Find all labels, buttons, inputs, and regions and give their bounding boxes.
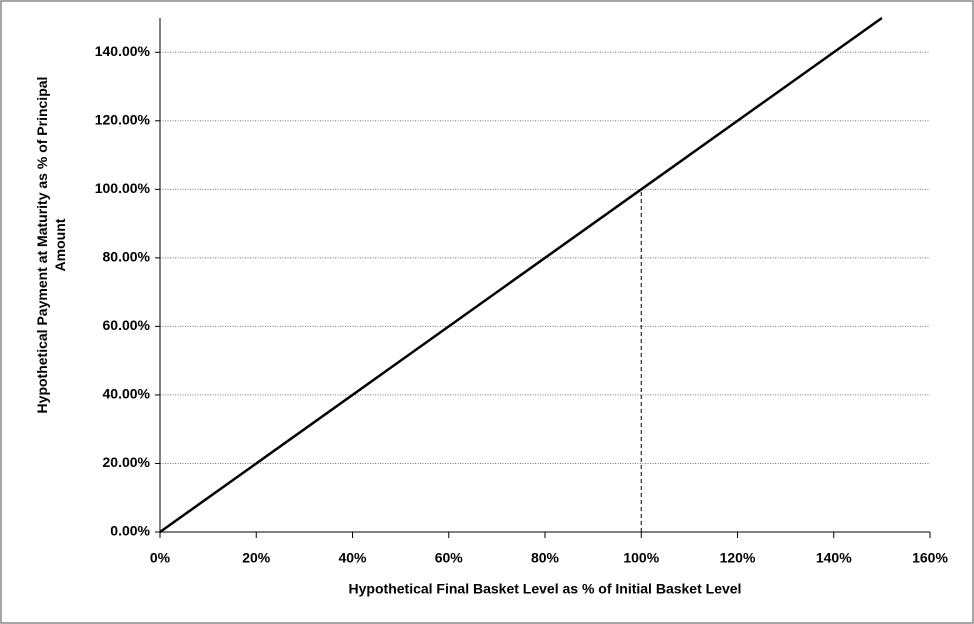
y-tick-label: 80.00% [103,249,151,265]
x-tick-label: 160% [912,550,948,566]
y-tick-label: 140.00% [95,43,151,59]
y-tick-label: 60.00% [103,317,151,333]
y-tick-label: 40.00% [103,386,151,402]
y-tick-label: 0.00% [110,523,150,539]
x-tick-label: 140% [816,550,852,566]
series-line [159,16,883,534]
y-axis-title: Hypothetical Payment at Maturity as % of… [34,77,68,414]
x-tick-label: 20% [242,550,271,566]
y-axis-title-line: Amount [52,218,68,271]
y-axis-title-line: Hypothetical Payment at Maturity as % of… [34,77,50,414]
x-tick-label: 80% [531,550,560,566]
y-tick-label: 120.00% [95,112,151,128]
x-tick-label: 120% [720,550,756,566]
y-tick-label: 20.00% [103,454,151,470]
y-tick-label: 100.00% [95,180,151,196]
x-tick-label: 100% [623,550,659,566]
x-tick-label: 40% [338,550,367,566]
x-axis-title: Hypothetical Final Basket Level as % of … [349,581,742,597]
x-tick-label: 60% [435,550,464,566]
x-tick-label: 0% [150,550,171,566]
